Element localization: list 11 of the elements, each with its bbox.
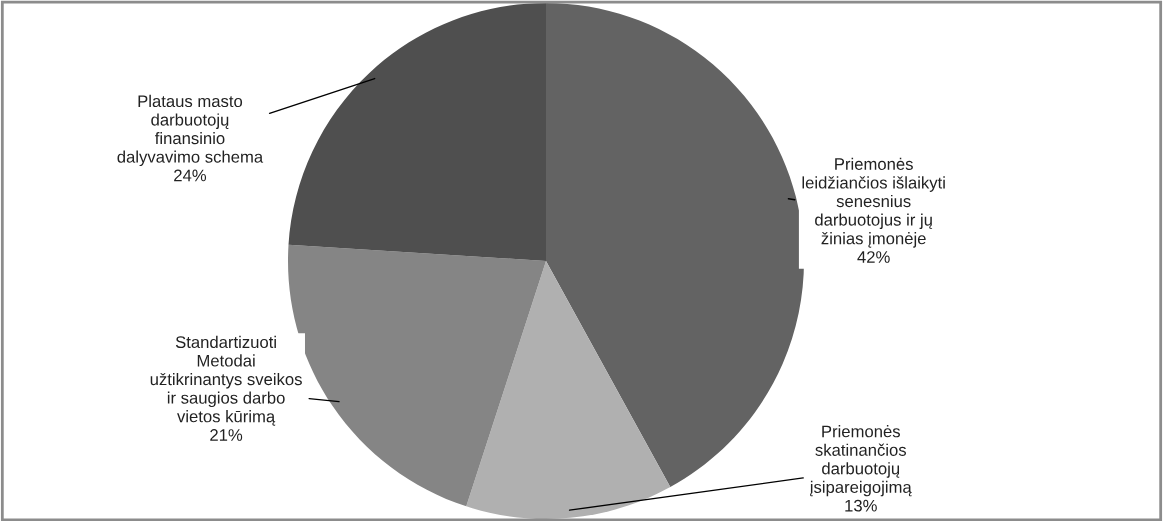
- slice-label: Priemonės skatinančios darbuotojų įsipareigojimą: [810, 425, 912, 497]
- slice-label: Plataus masto darbuotojų finansinio dalyvavimo schema: [117, 94, 264, 167]
- pie-slice: [466, 261, 671, 519]
- data-label: 42%: [857, 251, 890, 263]
- data-label: 24%: [174, 169, 207, 182]
- pie-slice: [288, 3, 546, 261]
- data-label: 21%: [210, 429, 243, 441]
- data-label: 13%: [845, 499, 877, 512]
- pie-slice: [546, 3, 804, 488]
- slice-label: Standartizuoti Metodai užtikrinantys sveikos ir saugios darbo vietos kūrimą: [150, 335, 302, 426]
- slice-label: Priemonės leidžiančios išlaikyti senesnius darbuotojus ir jų žinias įmonėje: [802, 157, 945, 248]
